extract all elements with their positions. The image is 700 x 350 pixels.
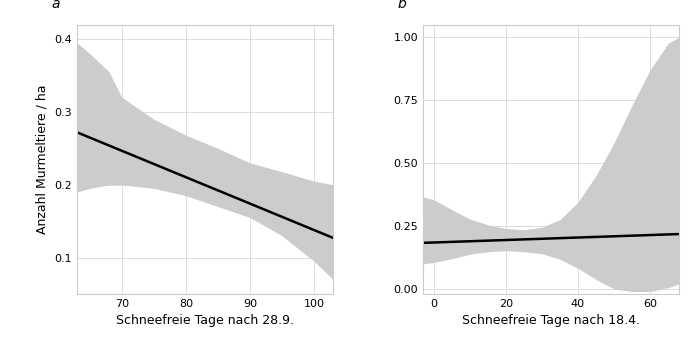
Text: b: b <box>397 0 406 11</box>
X-axis label: Schneefreie Tage nach 18.4.: Schneefreie Tage nach 18.4. <box>462 314 640 327</box>
X-axis label: Schneefreie Tage nach 28.9.: Schneefreie Tage nach 28.9. <box>116 314 294 327</box>
Y-axis label: Anzahl Murmeltiere / ha: Anzahl Murmeltiere / ha <box>36 84 49 234</box>
Text: a: a <box>51 0 60 11</box>
